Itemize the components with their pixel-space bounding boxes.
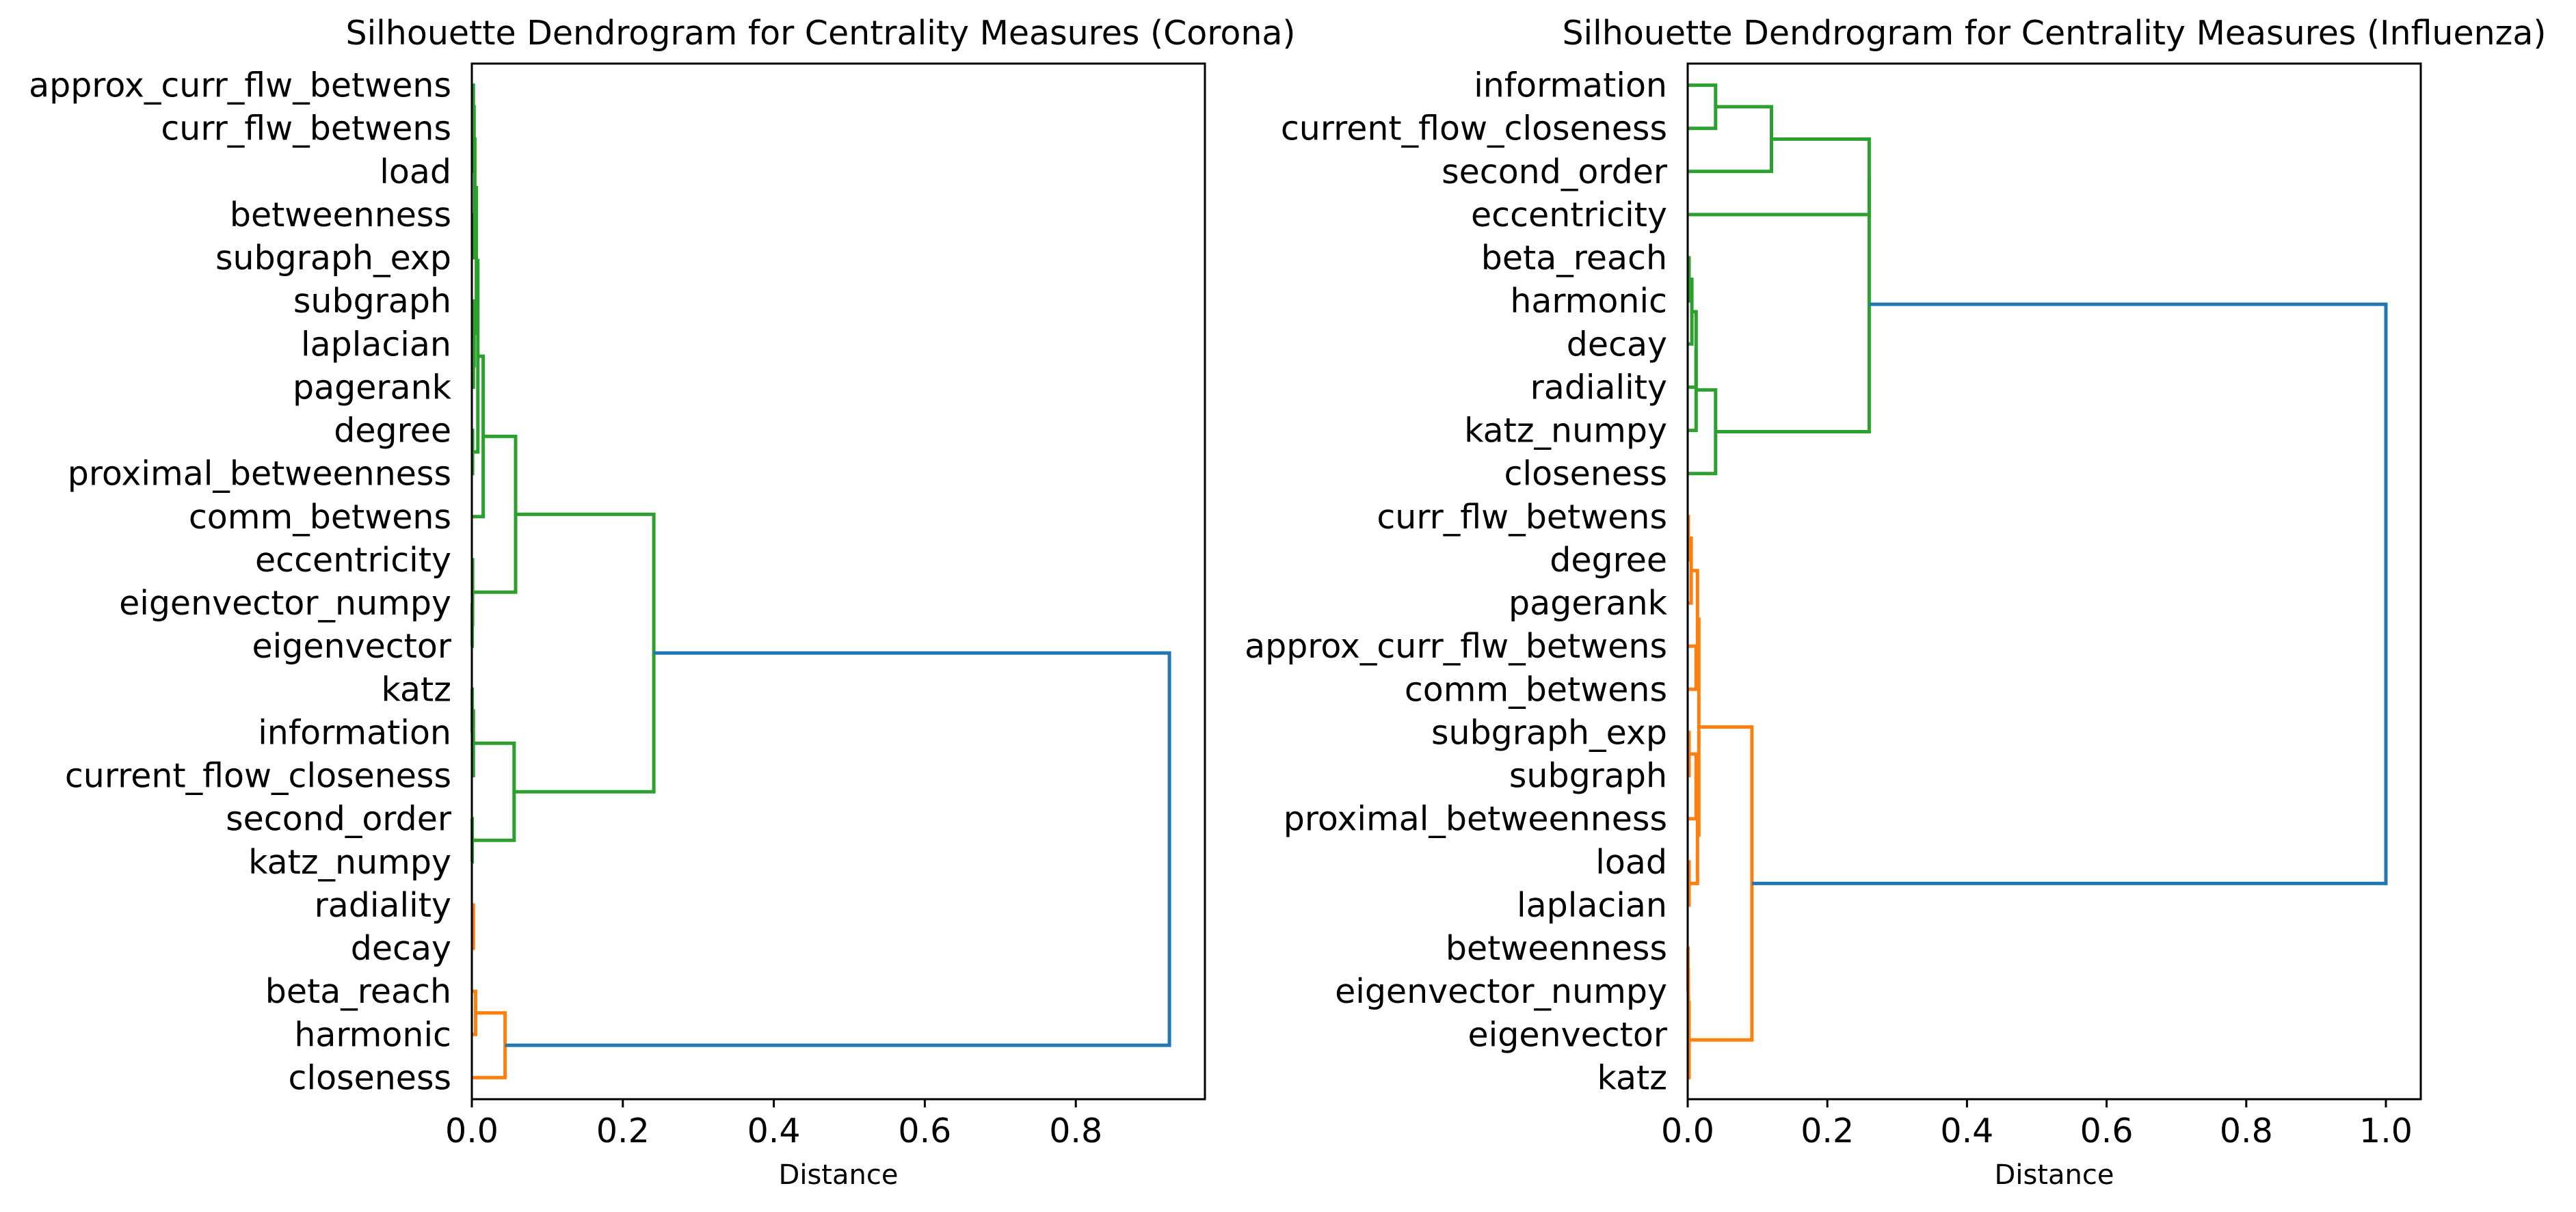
x-tick-label: 0.8 bbox=[2220, 1112, 2273, 1150]
leaf-label: radiality bbox=[315, 886, 451, 925]
leaf-label: information bbox=[1474, 66, 1667, 105]
dendrogram-link-3 bbox=[473, 137, 477, 238]
leaf-label: load bbox=[380, 152, 451, 191]
leaf-label: eigenvector bbox=[252, 627, 452, 666]
x-tick-label: 0.4 bbox=[1940, 1112, 1993, 1150]
leaf-label: harmonic bbox=[1510, 282, 1667, 321]
leaf-labels: information current_flow_closeness second_… bbox=[1245, 66, 1668, 1098]
x-axis-ticks: 0.0 0.2 0.4 0.6 0.8 1.0 bbox=[1661, 1099, 2413, 1150]
leaf-label: decay bbox=[1567, 325, 1667, 364]
leaf-label: subgraph_exp bbox=[1431, 713, 1667, 752]
leaf-label: eccentricity bbox=[1471, 196, 1667, 234]
leaf-label: closeness bbox=[1504, 455, 1667, 494]
leaf-label: laplacian bbox=[301, 325, 451, 364]
chart-title: Silhouette Dendrogram for Centrality Mea… bbox=[1562, 14, 2546, 53]
leaf-label: closeness bbox=[289, 1058, 451, 1097]
plot-frame bbox=[470, 62, 1206, 1101]
x-tick-label: 0.0 bbox=[445, 1112, 499, 1150]
leaf-label: eccentricity bbox=[255, 541, 451, 580]
leaf-label: katz bbox=[1597, 1058, 1667, 1097]
leaf-label: degree bbox=[334, 412, 451, 450]
plot-frame bbox=[1686, 62, 2422, 1101]
leaf-label: harmonic bbox=[294, 1015, 451, 1054]
leaf-label: laplacian bbox=[1517, 886, 1667, 925]
leaf-label: betweenness bbox=[1446, 929, 1667, 968]
leaf-label: pagerank bbox=[1509, 584, 1668, 623]
leaf-label: current_flow_closeness bbox=[65, 757, 451, 796]
leaf-label: betweenness bbox=[230, 196, 451, 234]
leaf-label: curr_flw_betwens bbox=[161, 109, 451, 148]
x-tick-label: 0.2 bbox=[1801, 1112, 1854, 1150]
leaf-label: katz bbox=[382, 670, 451, 709]
dendrogram-link-6 bbox=[1688, 349, 1698, 433]
chart-title: Silhouette Dendrogram for Centrality Mea… bbox=[345, 14, 1295, 53]
leaf-label: second_order bbox=[1442, 152, 1668, 191]
dendrogram-link-17 bbox=[1697, 617, 1701, 837]
leaf-label: curr_flw_betwens bbox=[1377, 498, 1667, 537]
x-tick-label: 0.0 bbox=[1661, 1112, 1714, 1150]
leaf-label: subgraph bbox=[293, 282, 451, 321]
leaf-label: eigenvector_numpy bbox=[1335, 972, 1667, 1011]
leaf-label: beta_reach bbox=[1481, 239, 1667, 278]
dendrogram-panel-corona: Silhouette Dendrogram for Centrality Mea… bbox=[29, 14, 1295, 1191]
dendrogram-link-22 bbox=[1751, 302, 2388, 885]
x-axis-label: Distance bbox=[779, 1159, 899, 1191]
x-tick-label: 1.0 bbox=[2359, 1112, 2413, 1150]
x-tick-label: 0.4 bbox=[747, 1112, 801, 1150]
leaf-label: comm_betwens bbox=[1405, 670, 1667, 709]
leaf-label: load bbox=[1595, 843, 1667, 882]
leaf-label: current_flow_closeness bbox=[1281, 109, 1667, 148]
x-axis-ticks: 0.0 0.2 0.4 0.6 0.8 bbox=[445, 1099, 1102, 1150]
leaf-label: information bbox=[258, 713, 451, 752]
x-tick-label: 0.8 bbox=[1049, 1112, 1102, 1150]
leaf-label: decay bbox=[351, 929, 451, 968]
leaf-label: katz_numpy bbox=[248, 843, 451, 882]
leaf-label: approx_curr_flw_betwens bbox=[1245, 627, 1667, 666]
x-axis-label: Distance bbox=[1995, 1159, 2114, 1191]
leaf-label: degree bbox=[1550, 541, 1667, 580]
leaf-label: beta_reach bbox=[265, 972, 451, 1011]
leaf-label: approx_curr_flw_betwens bbox=[29, 66, 451, 105]
x-tick-label: 0.6 bbox=[898, 1112, 951, 1150]
x-tick-label: 0.6 bbox=[2080, 1112, 2134, 1150]
leaf-label: proximal_betweenness bbox=[1284, 800, 1667, 839]
leaf-label: radiality bbox=[1530, 368, 1667, 407]
leaf-label: subgraph_exp bbox=[215, 239, 451, 278]
dendrogram-panel-influenza: Silhouette Dendrogram for Centrality Mea… bbox=[1245, 14, 2546, 1191]
leaf-label: proximal_betweenness bbox=[68, 455, 451, 494]
leaf-label: katz_numpy bbox=[1464, 412, 1667, 450]
leaf-label: eigenvector bbox=[1468, 1015, 1668, 1054]
leaf-label: pagerank bbox=[293, 368, 452, 407]
leaf-label: second_order bbox=[226, 800, 452, 839]
leaf-label: eigenvector_numpy bbox=[119, 584, 451, 623]
dendrogram-link-8 bbox=[1715, 176, 1871, 433]
dendrogram-link-21 bbox=[505, 651, 1171, 1047]
dendrogram-links bbox=[1686, 83, 2388, 1079]
leaf-label: comm_betwens bbox=[189, 498, 451, 537]
leaf-labels: approx_curr_flw_betwens curr_flw_betwensl… bbox=[29, 66, 452, 1098]
leaf-label: subgraph bbox=[1509, 757, 1667, 796]
x-tick-label: 0.2 bbox=[596, 1112, 650, 1150]
